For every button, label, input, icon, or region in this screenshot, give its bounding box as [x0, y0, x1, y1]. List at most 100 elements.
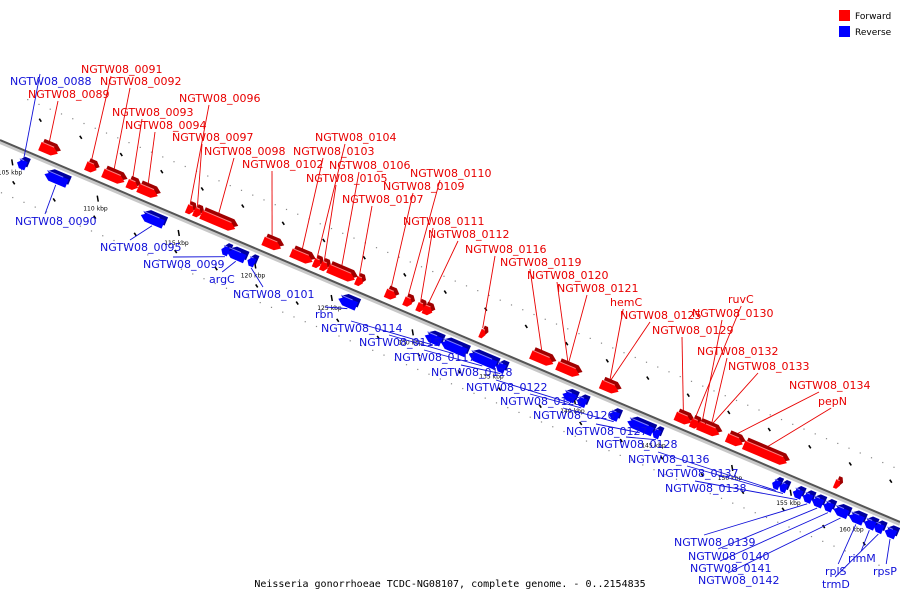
leader-line — [719, 512, 829, 562]
gene-arrow — [221, 243, 234, 257]
track-mark — [12, 180, 16, 185]
track-dot — [27, 99, 29, 101]
gene-arrow-highlight — [315, 257, 320, 261]
gene-label: NGTW08_0092 — [100, 75, 181, 88]
track-dot — [540, 421, 543, 423]
gene-arrow-body — [289, 248, 313, 264]
leader-line — [562, 407, 614, 423]
leader-line — [350, 320, 433, 346]
gene-arrow-body — [555, 361, 580, 377]
gene-arrow-highlight — [419, 301, 424, 305]
track-dot — [844, 550, 846, 552]
track-mark — [362, 255, 366, 260]
gene-label: NGTW08_0089 — [28, 88, 109, 101]
track-dot — [349, 340, 351, 342]
track-dot — [173, 161, 175, 163]
legend-label: Forward — [855, 12, 891, 22]
leader-line — [694, 480, 798, 501]
track-mark — [133, 232, 137, 237]
gene-arrow — [772, 476, 785, 491]
gene-arrow-body — [884, 528, 898, 540]
leader-line — [837, 524, 857, 565]
gene-arrow-highlight — [203, 210, 232, 223]
legend-label: Reverse — [855, 28, 892, 38]
gene-arrow-highlight — [143, 210, 160, 219]
gene-arrow — [478, 325, 489, 339]
track-mark — [619, 438, 623, 443]
track-dot — [833, 545, 835, 547]
track-dot — [567, 328, 569, 330]
gene-label: NGTW08_0098 — [204, 145, 285, 158]
gene-arrow-body — [811, 497, 825, 509]
gene-label: NGTW08_0109 — [383, 180, 464, 193]
gene-arrow-body — [652, 429, 662, 440]
gene-arrow-body — [247, 257, 257, 268]
track-mark — [524, 324, 528, 329]
track-dot — [859, 452, 861, 454]
track-dot — [184, 165, 186, 168]
track-dot — [428, 373, 430, 375]
gene-arrow-highlight — [265, 236, 278, 243]
gene-arrow-body — [311, 258, 321, 269]
track-dot — [417, 368, 419, 371]
track-mark — [241, 204, 245, 209]
gene-arrow-body — [221, 246, 231, 257]
track-dot — [139, 146, 141, 148]
gene-arrow-highlight — [876, 521, 882, 525]
gene-label: NGTW08_0110 — [410, 167, 491, 180]
gene-label: NGTW08_0102 — [242, 158, 323, 171]
leader-line — [390, 192, 414, 290]
track-dot — [822, 540, 824, 542]
track-dot — [533, 313, 535, 316]
track-dot — [147, 254, 149, 256]
track-dot — [229, 184, 231, 187]
track-dot — [117, 137, 119, 139]
leader-line — [567, 294, 588, 365]
scale-tick-label: 125 kbp — [317, 305, 342, 312]
track-dot — [207, 175, 209, 177]
track-dot — [589, 337, 591, 339]
gene-arrow — [495, 359, 510, 374]
track-mark — [93, 215, 97, 220]
gene-arrow — [44, 169, 72, 188]
track-dot — [293, 316, 295, 318]
gene-label: NGTW08_0134 — [789, 379, 870, 392]
track-dot — [105, 132, 108, 134]
gene-arrow — [802, 490, 817, 504]
track-dot — [12, 196, 14, 199]
gene-label: NGTW08_0111 — [403, 215, 484, 228]
track-dot — [462, 387, 464, 390]
track-dot — [420, 266, 423, 268]
track-dot — [488, 294, 490, 297]
track-dot — [375, 247, 378, 249]
scale-tick-label: 105 kbp — [0, 169, 22, 176]
track-dot — [252, 194, 254, 196]
track-dot — [634, 356, 636, 359]
gene-label: NGTW08_0106 — [329, 159, 410, 172]
gene-arrow — [402, 293, 416, 307]
gene-arrow-body — [226, 249, 247, 264]
gene-arrow-highlight — [46, 169, 64, 178]
gene-arrow — [17, 156, 31, 171]
gene-arrow-body — [792, 489, 804, 500]
gene-arrow-highlight — [330, 264, 352, 274]
track-dot — [360, 344, 363, 347]
gene-arrow — [741, 437, 790, 465]
gene-arrow-body — [421, 304, 433, 316]
track-dot — [23, 201, 25, 203]
track-dot — [158, 259, 160, 261]
gene-label: NGTW08_0101 — [233, 288, 314, 301]
leader-line — [625, 436, 657, 441]
track-dot — [68, 220, 70, 223]
track-dot — [837, 442, 839, 445]
gene-arrow — [701, 420, 723, 437]
track-dot — [83, 122, 85, 125]
track-dot — [477, 290, 479, 292]
gene-arrow-highlight — [140, 183, 155, 191]
gene-arrow-body — [724, 433, 743, 447]
gene-arrow — [84, 158, 100, 173]
leader-line — [765, 407, 832, 449]
track-dot — [735, 399, 738, 402]
